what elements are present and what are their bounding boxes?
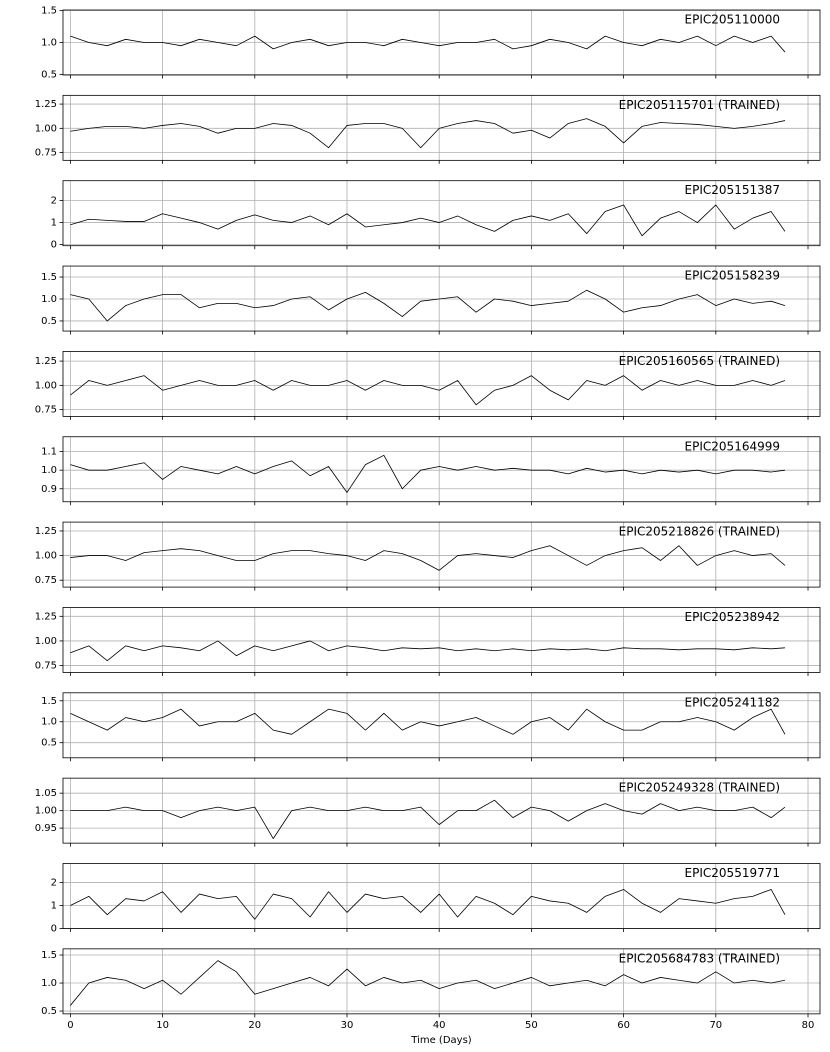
- y-tick-label: 1: [51, 901, 57, 912]
- y-tick-label: 1.05: [35, 788, 57, 799]
- subplot-title: EPIC205218826 (TRAINED): [619, 525, 780, 539]
- y-tick-label: 2: [51, 196, 57, 207]
- subplot: 0.75 1.00 1.25 EPIC205238942: [35, 607, 821, 676]
- y-tick-label: 1.25: [35, 611, 57, 622]
- y-tick-label: 1.5: [41, 272, 57, 283]
- subplot-title: EPIC205684783 (TRAINED): [619, 951, 780, 965]
- subplot: 0.5 1.0 1.5 EPIC205110000: [41, 6, 821, 80]
- y-tick-label: 0.5: [41, 316, 57, 327]
- y-tick-label: 1.25: [35, 99, 57, 110]
- light-curve: [70, 708, 786, 735]
- axes-frame: [62, 692, 821, 759]
- axes-frame: [62, 350, 821, 417]
- subplot-title: EPIC205160565 (TRAINED): [619, 354, 780, 368]
- y-tick-label: 0: [51, 240, 57, 251]
- axes-frame: [62, 180, 821, 247]
- y-tick-label: 1.00: [35, 123, 57, 134]
- light-curve: [70, 960, 786, 1006]
- subplot-title: EPIC205241182: [685, 695, 780, 709]
- axes-frame: [62, 436, 821, 503]
- axes-frame: [62, 521, 821, 588]
- subplot: 0.5 1.0 1.5 EPIC205158239: [41, 265, 821, 335]
- light-curve: [70, 545, 786, 571]
- y-tick-label: 0.75: [35, 661, 57, 672]
- y-tick-label: 1.5: [41, 696, 57, 707]
- subplot-title: EPIC205158239: [685, 269, 780, 283]
- subplot-title: EPIC205249328 (TRAINED): [619, 781, 780, 795]
- y-tick-label: 1.0: [41, 717, 57, 728]
- light-curve: [70, 118, 786, 149]
- y-tick-label: 1.00: [35, 380, 57, 391]
- y-tick-label: 0.75: [35, 575, 57, 586]
- x-tick-label: 50: [525, 1020, 538, 1031]
- x-tick-label: 70: [709, 1020, 722, 1031]
- x-axis-label: Time (Days): [410, 1035, 472, 1046]
- light-curve: [70, 640, 785, 662]
- light-curve: [70, 889, 786, 920]
- y-tick-label: 1.5: [41, 950, 57, 961]
- y-tick-label: 1.25: [35, 526, 57, 537]
- y-tick-label: 1.0: [41, 465, 57, 476]
- y-tick-label: 0.5: [41, 69, 57, 80]
- subplot: 0 1 2 EPIC205519771: [51, 863, 821, 935]
- axes-frame: [62, 777, 821, 844]
- y-tick-label: 1.00: [35, 636, 57, 647]
- light-curve: [70, 35, 786, 53]
- y-tick-label: 1.0: [41, 38, 57, 49]
- light-curve: [70, 375, 786, 406]
- subplot: 0.75 1.00 1.25 EPIC205115701 (TRAINED): [35, 94, 821, 164]
- subplot: 0.95 1.00 1.05 EPIC205249328 (TRAINED): [35, 777, 821, 847]
- y-tick-label: 1.0: [41, 978, 57, 989]
- y-tick-label: 1.00: [35, 806, 57, 817]
- light-curve: [70, 799, 786, 840]
- y-tick-label: 0.75: [35, 148, 57, 159]
- subplot: 0.5 1.0 1.5 EPIC205241182: [41, 692, 821, 762]
- y-tick-label: 0.95: [35, 823, 57, 834]
- y-tick-label: 1.5: [41, 6, 57, 17]
- x-tick-label: 80: [802, 1020, 815, 1031]
- y-tick-label: 1.00: [35, 551, 57, 562]
- axes-frame: [62, 9, 821, 76]
- subplot-title: EPIC205238942: [685, 610, 780, 624]
- subplot-title: EPIC205151387: [685, 183, 780, 197]
- y-tick-label: 1.0: [41, 294, 57, 305]
- y-tick-label: 1.1: [41, 447, 57, 458]
- y-tick-label: 1.25: [35, 356, 57, 367]
- subplot: 0.75 1.00 1.25 EPIC205218826 (TRAINED): [35, 521, 821, 591]
- light-curve: [70, 289, 786, 322]
- x-tick-label: 40: [433, 1020, 446, 1031]
- axes-frame: [62, 863, 821, 929]
- subplot-title: EPIC205115701 (TRAINED): [619, 98, 780, 112]
- subplot-title: EPIC205110000: [685, 13, 780, 27]
- y-tick-label: 2: [51, 878, 57, 889]
- axes-frame: [62, 94, 821, 161]
- subplot-title: EPIC205519771: [685, 866, 780, 880]
- axes-frame: [62, 607, 821, 673]
- subplot: 0 10 20 30 40 50 60 70 80 0.5 1.0 1.5 EPIC205684783 …: [41, 948, 821, 1046]
- x-tick-label: 20: [248, 1020, 261, 1031]
- y-tick-label: 1: [51, 218, 57, 229]
- axes-frame: [62, 948, 821, 1015]
- subplot: 0 1 2 EPIC205151387: [51, 180, 821, 251]
- x-tick-label: 0: [67, 1020, 73, 1031]
- y-tick-label: 0: [51, 924, 57, 935]
- axes-frame: [62, 265, 821, 332]
- subplot: 0.75 1.00 1.25 EPIC205160565 (TRAINED): [35, 350, 821, 420]
- x-tick-label: 10: [156, 1020, 169, 1031]
- y-tick-label: 0.5: [41, 1006, 57, 1017]
- subplot-title: EPIC205164999: [685, 439, 780, 453]
- y-tick-label: 0.75: [35, 405, 57, 416]
- subplot: 0.9 1.0 1.1 EPIC205164999: [41, 436, 821, 506]
- light-curve: [70, 204, 786, 237]
- x-tick-label: 30: [341, 1020, 354, 1031]
- y-tick-label: 0.5: [41, 738, 57, 749]
- y-tick-label: 0.9: [41, 484, 57, 495]
- x-tick-label: 60: [617, 1020, 630, 1031]
- light-curve: [70, 454, 786, 493]
